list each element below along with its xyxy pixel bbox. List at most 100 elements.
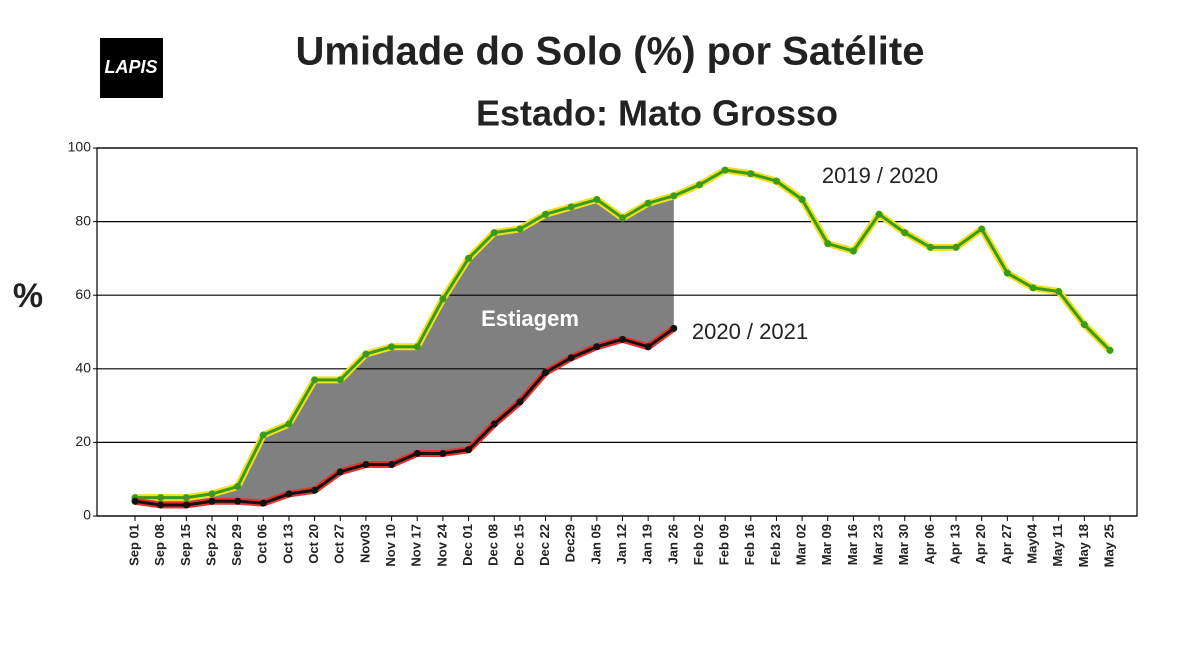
point [311, 376, 319, 384]
x-tick-label: May 18 [1076, 524, 1091, 567]
chart-title: Umidade do Solo (%) por Satélite [296, 30, 925, 74]
x-tick-label: Mar 23 [871, 524, 886, 565]
x-tick-label: Mar 30 [896, 524, 911, 565]
x-tick-label: Mar 16 [845, 524, 860, 565]
x-tick-label: Apr 06 [922, 524, 937, 564]
annotation: Estiagem [481, 306, 579, 331]
x-tick-label: May 25 [1101, 524, 1116, 567]
x-tick-label: Dec 01 [460, 524, 475, 566]
point [388, 460, 396, 468]
point [285, 420, 293, 428]
point [644, 199, 652, 207]
x-tick-label: May 11 [1050, 524, 1065, 567]
point [465, 254, 473, 262]
point [182, 501, 190, 509]
y-tick-label: 0 [83, 507, 91, 523]
x-tick-label: Oct 06 [255, 524, 270, 564]
point [285, 490, 293, 498]
x-tick-label: Oct 13 [280, 524, 295, 564]
point [413, 343, 421, 351]
point [542, 210, 550, 218]
point [1029, 284, 1037, 292]
point [875, 210, 883, 218]
x-tick-label: Jan 12 [614, 524, 629, 564]
line [134, 327, 675, 507]
point [490, 229, 498, 237]
point [131, 497, 139, 505]
y-tick-label: 60 [75, 286, 91, 302]
point [362, 460, 370, 468]
chart-subtitle: Estado: Mato Grosso [476, 93, 838, 134]
point [721, 166, 729, 174]
point [439, 449, 447, 457]
x-tick-label: Oct 27 [332, 524, 347, 564]
series-label: 2020 / 2021 [692, 319, 808, 344]
x-tick-label: Nov 17 [409, 524, 424, 567]
x-tick-label: Apr 27 [999, 524, 1014, 564]
plot-border [96, 147, 1138, 517]
x-tick-label: Apr 20 [973, 524, 988, 564]
point [644, 343, 652, 351]
point [1106, 346, 1114, 354]
point [259, 499, 267, 507]
x-tick-label: May04 [1024, 523, 1039, 564]
point [952, 243, 960, 251]
point [388, 343, 396, 351]
point [516, 398, 524, 406]
point [619, 335, 626, 343]
point [670, 192, 678, 200]
point [593, 196, 601, 204]
x-tick-label: Sep 29 [229, 524, 244, 566]
point [234, 483, 242, 491]
point [336, 468, 344, 476]
x-tick-label: Nov 24 [434, 523, 449, 566]
point [208, 490, 216, 498]
x-tick-label: Jan 05 [588, 524, 603, 564]
x-tick-label: Feb 23 [768, 524, 783, 565]
point [567, 354, 575, 362]
point [798, 196, 806, 204]
point [516, 225, 524, 233]
point [1080, 321, 1088, 329]
point [362, 350, 370, 358]
y-tick-label: 80 [75, 212, 91, 228]
x-tick-label: Feb 09 [717, 524, 732, 565]
point [413, 449, 421, 457]
y-tick-label: 100 [68, 139, 92, 155]
point [439, 295, 447, 303]
x-tick-label: Mar 02 [794, 524, 809, 565]
point [772, 177, 780, 185]
point [1055, 288, 1063, 296]
x-tick-label: Dec29 [563, 524, 578, 562]
point [670, 324, 678, 332]
x-tick-label: Sep 15 [178, 524, 193, 566]
x-tick-label: Dec 22 [537, 524, 552, 566]
x-tick-label: Mar 09 [819, 524, 834, 565]
point [593, 343, 601, 351]
point [978, 225, 986, 233]
x-tick-label: Feb 16 [742, 524, 757, 565]
x-tick-label: Nov 10 [383, 524, 398, 567]
point [465, 446, 473, 454]
point [567, 203, 575, 211]
point [157, 501, 165, 509]
y-tick-label: 20 [75, 433, 91, 449]
point [157, 494, 165, 502]
point [901, 229, 909, 237]
point [208, 497, 216, 505]
y-axis-label: % [13, 277, 43, 315]
x-tick-label: Dec 15 [511, 524, 526, 566]
x-tick-label: Apr 13 [947, 524, 962, 564]
x-tick-label: Dec 08 [486, 524, 501, 566]
x-tick-label: Sep 01 [126, 524, 141, 566]
point [824, 240, 832, 248]
y-tick-label: 40 [75, 360, 91, 376]
x-tick-label: Nov03 [357, 524, 372, 563]
series-label: 2019 / 2020 [822, 163, 938, 188]
point [747, 170, 755, 178]
point [849, 247, 857, 255]
logo: LAPIS [104, 57, 157, 77]
point [311, 486, 319, 494]
point [1003, 269, 1011, 277]
